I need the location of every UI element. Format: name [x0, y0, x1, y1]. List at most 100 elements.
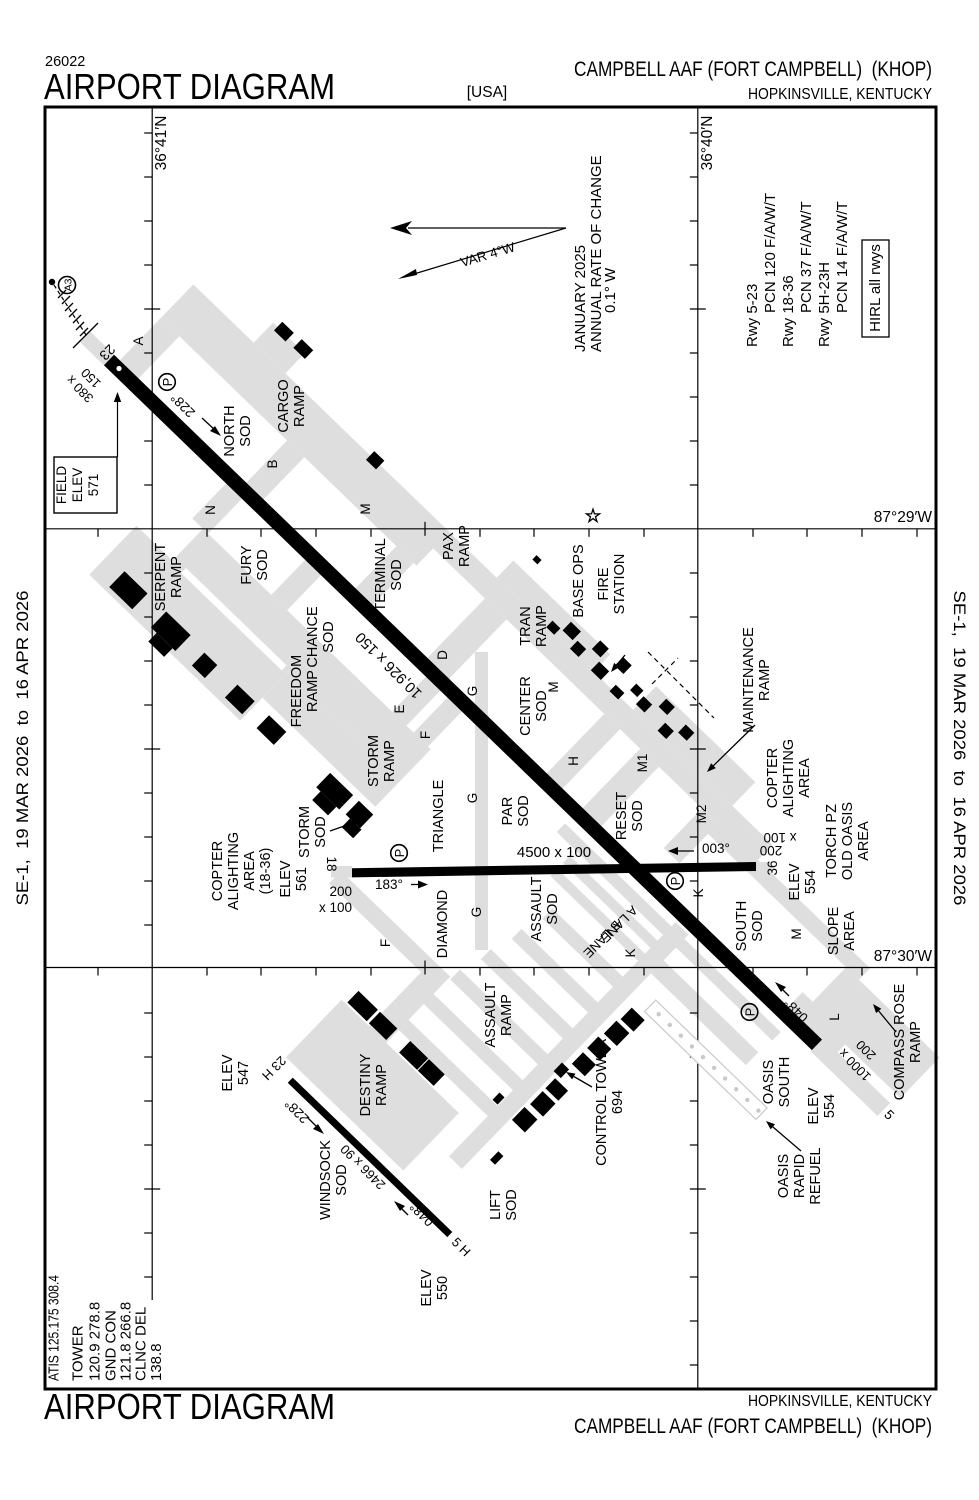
svg-text:4500 x 100: 4500 x 100: [517, 844, 591, 861]
svg-text:DIAMOND: DIAMOND: [435, 890, 451, 958]
svg-text:ELEV554: ELEV554: [787, 863, 819, 900]
svg-text:TRIANGLE: TRIANGLE: [431, 779, 447, 852]
svg-text:CAMPBELL AAF (FORT CAMPBELL): CAMPBELL AAF (FORT CAMPBELL) (KHOP): [574, 58, 932, 81]
svg-text:P: P: [743, 1008, 758, 1017]
svg-text:P: P: [160, 378, 175, 387]
svg-text:HOPKINSVILLE, KENTUCKY: HOPKINSVILLE, KENTUCKY: [748, 86, 932, 103]
svg-text:COMPASS ROSERAMP: COMPASS ROSERAMP: [892, 983, 924, 1100]
svg-text:PAXRAMP: PAXRAMP: [441, 525, 473, 567]
svg-text:TERMINALSOD: TERMINALSOD: [373, 538, 405, 611]
svg-text:121.8 266.8: 121.8 266.8: [118, 1302, 135, 1381]
svg-text:x 100: x 100: [763, 830, 796, 845]
svg-text:36°40′N: 36°40′N: [699, 116, 716, 171]
svg-text:ATIS 125.175 308.4: ATIS 125.175 308.4: [46, 1275, 63, 1381]
svg-text:AIRPORT DIAGRAM: AIRPORT DIAGRAM: [44, 66, 335, 107]
svg-text:G: G: [469, 907, 484, 918]
svg-text:CONTROL TOWER694: CONTROL TOWER694: [594, 1038, 626, 1166]
svg-text:87°30′W: 87°30′W: [874, 948, 933, 965]
svg-text:36°41′N: 36°41′N: [153, 116, 170, 171]
svg-text:HOPKINSVILLE, KENTUCKY: HOPKINSVILLE, KENTUCKY: [748, 1393, 932, 1410]
svg-text:L: L: [827, 1013, 842, 1021]
svg-text:CHANCESOD: CHANCESOD: [305, 606, 337, 668]
svg-text:N: N: [203, 505, 218, 515]
svg-text:Rwy 18-36: Rwy 18-36: [780, 275, 797, 347]
svg-text:AIRPORT DIAGRAM: AIRPORT DIAGRAM: [44, 1386, 335, 1427]
svg-text:GND CON: GND CON: [103, 1310, 120, 1381]
svg-text:36: 36: [765, 860, 780, 875]
svg-text:A3: A3: [63, 278, 75, 291]
svg-text:STORMSOD: STORMSOD: [297, 806, 329, 858]
svg-text:138.8: 138.8: [148, 1343, 165, 1381]
svg-text:P: P: [392, 849, 407, 858]
svg-text:120.9 278.8: 120.9 278.8: [87, 1302, 104, 1381]
svg-text:200: 200: [329, 884, 352, 899]
svg-text:TORCH PZOLD OASISAREA: TORCH PZOLD OASISAREA: [824, 802, 872, 880]
svg-text:HIRL all rwys: HIRL all rwys: [867, 244, 884, 332]
svg-text:ELEV561: ELEV561: [278, 860, 310, 897]
svg-text:SLOPEAREA: SLOPEAREA: [826, 906, 858, 955]
svg-text:E: E: [392, 704, 407, 713]
svg-text:RESETSOD: RESETSOD: [614, 792, 646, 840]
svg-text:Rwy 5H-23H: Rwy 5H-23H: [816, 262, 833, 347]
svg-text:WINDSOCKSOD: WINDSOCKSOD: [318, 1140, 350, 1220]
svg-text:18: 18: [324, 856, 339, 871]
svg-text:K: K: [691, 888, 706, 897]
svg-text:PCN 37 F/A/W/T: PCN 37 F/A/W/T: [798, 201, 815, 313]
svg-text:SOUTHSOD: SOUTHSOD: [734, 901, 766, 952]
svg-text:FIELD: FIELD: [54, 466, 69, 505]
svg-text:CENTERSOD: CENTERSOD: [518, 676, 550, 736]
svg-text:TOWER: TOWER: [70, 1325, 87, 1381]
svg-text:BASE OPS: BASE OPS: [571, 544, 587, 617]
svg-text:CARGORAMP: CARGORAMP: [276, 379, 308, 432]
svg-text:[USA]: [USA]: [467, 84, 507, 101]
svg-text:0.1° W: 0.1° W: [602, 267, 619, 313]
svg-text:M: M: [358, 503, 373, 514]
svg-text:571: 571: [86, 474, 101, 497]
svg-text:F: F: [378, 939, 393, 947]
svg-text:x 100: x 100: [319, 900, 352, 915]
svg-text:FURYSOD: FURYSOD: [239, 545, 271, 585]
svg-text:26022: 26022: [45, 54, 85, 70]
svg-text:P: P: [668, 877, 683, 886]
svg-text:SE-1, 19 MAR 2026 to 16 APR: SE-1, 19 MAR 2026 to 16 APR 2026: [13, 591, 32, 906]
svg-text:OASISRAPIDREFUEL: OASISRAPIDREFUEL: [776, 1147, 824, 1204]
svg-text:M1: M1: [635, 754, 650, 773]
svg-text:DESTINYRAMP: DESTINYRAMP: [358, 1053, 390, 1116]
svg-text:SERPENTRAMP: SERPENTRAMP: [153, 543, 185, 612]
svg-text:200: 200: [760, 843, 783, 858]
svg-text:87°29′W: 87°29′W: [874, 509, 933, 526]
svg-text:ASSAULTRAMP: ASSAULTRAMP: [483, 982, 515, 1047]
svg-text:ASSAULTSOD: ASSAULTSOD: [529, 876, 561, 941]
svg-text:SE-1, 19 MAR 2026 to 16 APR: SE-1, 19 MAR 2026 to 16 APR 2026: [950, 591, 969, 906]
svg-text:FREEDOMRAMP: FREEDOMRAMP: [289, 655, 321, 728]
svg-text:PARSOD: PARSOD: [500, 795, 532, 826]
svg-text:PCN 120 F/A/W/T: PCN 120 F/A/W/T: [762, 193, 779, 313]
svg-text:G: G: [465, 686, 480, 697]
svg-text:STORMRAMP: STORMRAMP: [366, 735, 398, 787]
svg-text:M: M: [789, 928, 804, 939]
svg-text:F: F: [418, 731, 433, 739]
svg-text:B: B: [265, 459, 280, 468]
svg-text:H: H: [566, 756, 581, 766]
svg-text:M: M: [546, 681, 561, 692]
svg-text:MAINTENANCERAMP: MAINTENANCERAMP: [741, 627, 773, 733]
svg-text:OASISSOUTH: OASISSOUTH: [761, 1057, 793, 1108]
svg-text:183°: 183°: [375, 877, 403, 892]
svg-text:COPTERALIGHTINGAREA(18-36): COPTERALIGHTINGAREA(18-36): [210, 832, 274, 910]
svg-text:CLNC DEL: CLNC DEL: [133, 1307, 150, 1381]
svg-text:ELEV550: ELEV550: [419, 1269, 451, 1306]
svg-text:G: G: [465, 793, 480, 804]
svg-text:K: K: [623, 948, 638, 957]
svg-text:A: A: [131, 336, 146, 345]
svg-text:D: D: [435, 650, 450, 660]
svg-text:CAMPBELL AAF (FORT CAMPBELL): CAMPBELL AAF (FORT CAMPBELL) (KHOP): [574, 1415, 932, 1438]
svg-text:ANNUAL RATE OF CHANGE: ANNUAL RATE OF CHANGE: [588, 155, 605, 352]
svg-text:JANUARY 2025: JANUARY 2025: [572, 245, 589, 352]
svg-text:PCN 14 F/A/W/T: PCN 14 F/A/W/T: [834, 201, 851, 313]
svg-text:ELEV554: ELEV554: [806, 1087, 838, 1124]
svg-text:LIFTSOD: LIFTSOD: [488, 1189, 520, 1220]
svg-text:ELEV547: ELEV547: [220, 1054, 252, 1091]
svg-text:NORTHSOD: NORTHSOD: [222, 405, 254, 456]
svg-text:ELEV: ELEV: [70, 468, 85, 503]
svg-text:COPTERALIGHTINGAREA: COPTERALIGHTINGAREA: [765, 739, 813, 817]
